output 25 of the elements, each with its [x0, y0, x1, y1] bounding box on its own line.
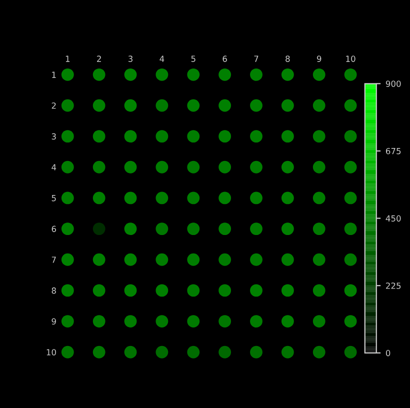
y-tick-label: 2 — [52, 102, 56, 109]
y-tick-label: 9 — [52, 318, 56, 325]
color-bar-label: 675 — [386, 148, 401, 154]
color-bar-label: 225 — [386, 282, 401, 289]
y-tick-label: 1 — [52, 72, 56, 78]
color-bar-label: 450 — [386, 215, 401, 222]
x-tick-label: 5 — [191, 56, 196, 62]
y-tick-label: 10 — [46, 349, 56, 356]
x-tick-label: 8 — [286, 56, 290, 62]
y-tick-label: 7 — [52, 256, 56, 263]
x-tick-label: 10 — [346, 56, 356, 62]
y-tick-label: 3 — [52, 133, 56, 140]
y-tick-label: 6 — [52, 226, 56, 232]
x-tick-label: 3 — [128, 56, 132, 62]
y-tick-label: 8 — [52, 287, 56, 294]
color-bar-label: 900 — [386, 80, 401, 87]
color-bar-label: 0 — [386, 350, 390, 356]
y-tick-label: 4 — [52, 164, 56, 170]
x-tick-label: 6 — [222, 56, 227, 62]
x-tick-label: 9 — [316, 56, 322, 62]
x-tick-label: 2 — [97, 56, 101, 62]
x-tick-label: 4 — [160, 56, 164, 62]
y-tick-label: 5 — [52, 195, 56, 202]
x-tick-label: 7 — [254, 56, 258, 62]
x-tick-label: 1 — [66, 56, 70, 62]
